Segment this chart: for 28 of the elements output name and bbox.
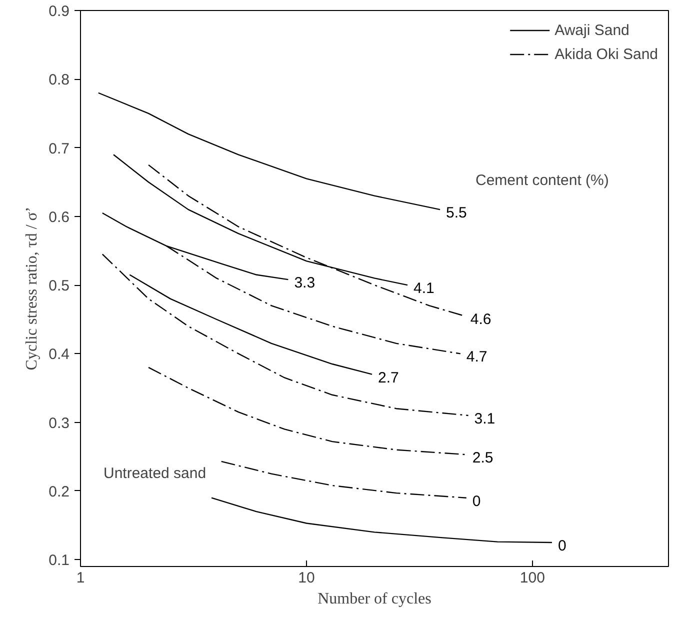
y-tick-label: 0.8 <box>48 72 70 89</box>
series-label: 5.5 <box>446 204 467 222</box>
y-tick-label: 0.9 <box>48 3 70 20</box>
annotation: Akida Oki Sand <box>554 46 658 62</box>
annotation: Cement content (%) <box>476 172 609 189</box>
y-tick-label: 0.1 <box>48 552 70 570</box>
series-label: 4.7 <box>466 348 488 366</box>
y-tick-label: 0.3 <box>48 414 70 432</box>
x-axis-title: Number of cycles <box>318 590 432 608</box>
series-label: 4.6 <box>470 310 492 328</box>
series-label: 3.1 <box>474 410 496 428</box>
series-label: 0 <box>472 492 481 510</box>
y-tick-label: 0.7 <box>48 140 70 158</box>
series-label: 2.5 <box>472 450 494 467</box>
x-tick-label: 100 <box>520 570 545 586</box>
x-tick-label: 1 <box>76 570 85 586</box>
y-tick-label: 0.6 <box>48 208 70 226</box>
y-tick-label: 0.2 <box>48 483 70 500</box>
series-label: 0 <box>558 537 566 554</box>
series-label: 4.1 <box>414 280 434 298</box>
x-tick-label: 10 <box>298 570 315 586</box>
y-tick-label: 0.4 <box>48 346 70 364</box>
series-label: 2.7 <box>378 369 399 386</box>
y-axis-title: Cyclic stress ratio, τd / σ’ <box>24 206 41 370</box>
annotation: Awaji Sand <box>554 22 630 38</box>
annotation: Untreated sand <box>104 465 206 482</box>
series-label: 3.3 <box>294 274 316 292</box>
y-tick-label: 0.5 <box>48 278 70 295</box>
